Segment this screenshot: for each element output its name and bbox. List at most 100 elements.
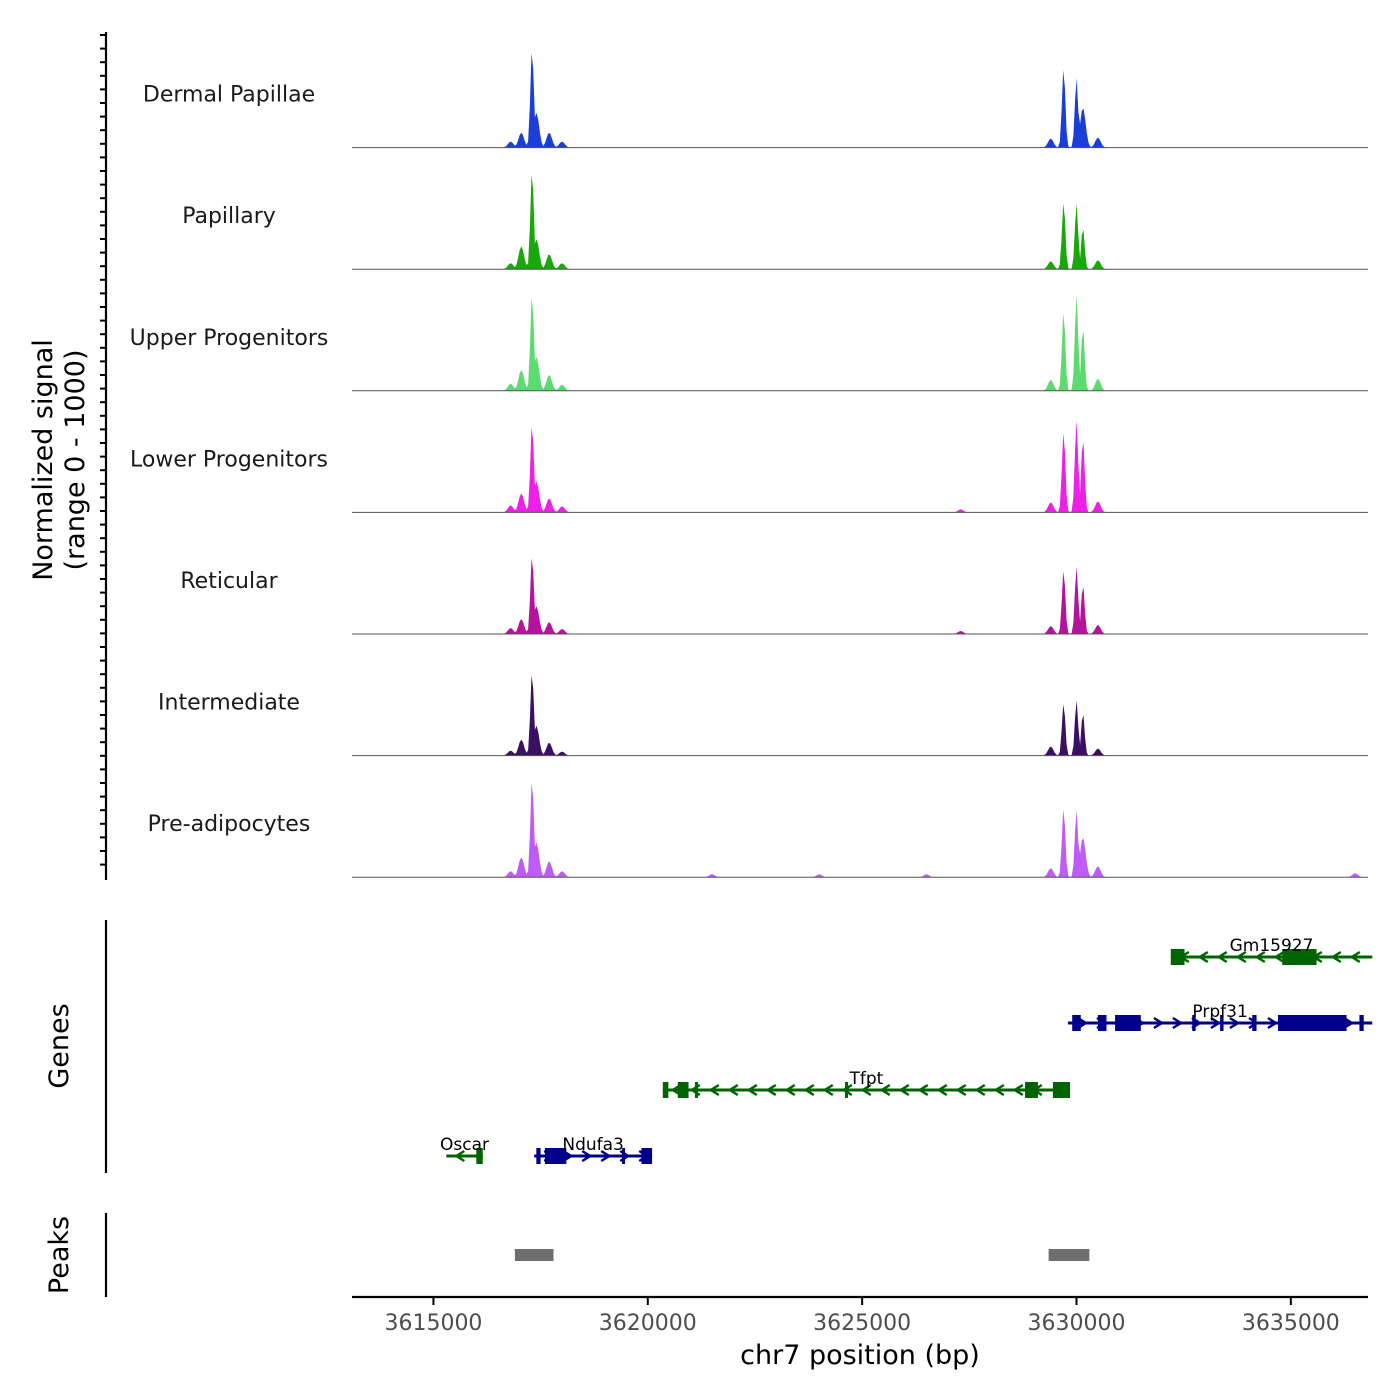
strand-arrow — [917, 1083, 929, 1097]
peaks-panel-label: Peaks — [44, 1216, 75, 1294]
strand-arrow — [1153, 1016, 1165, 1030]
strand-arrow — [1210, 1016, 1222, 1030]
gene-exon — [1170, 949, 1185, 965]
strand-arrow — [955, 1083, 967, 1097]
coverage-track: Dermal Papillae — [143, 53, 1368, 149]
gene-exon — [544, 1148, 567, 1164]
strand-arrow — [1012, 1083, 1024, 1097]
strand-arrow — [453, 1149, 465, 1163]
genes-panel: Genes Gm15927 Prpf31 Tfpt Oscar Ndufa3 — [44, 920, 1373, 1173]
gene-model: Tfpt — [662, 1069, 1071, 1098]
strand-arrow — [1229, 1016, 1241, 1030]
gene-label: Tfpt — [849, 1069, 884, 1089]
gene-exon — [1025, 1082, 1038, 1098]
track-label: Papillary — [182, 204, 276, 229]
strand-arrow — [1216, 950, 1228, 964]
strand-arrow — [765, 1083, 777, 1097]
strand-arrow — [974, 1083, 986, 1097]
strand-arrow — [936, 1083, 948, 1097]
gene-exon — [476, 1148, 483, 1164]
strand-arrow — [746, 1083, 758, 1097]
gene-model: Oscar — [440, 1135, 489, 1164]
coverage-track: Reticular — [180, 558, 1368, 635]
gene-label: Prpf31 — [1192, 1002, 1247, 1022]
strand-arrow — [1197, 950, 1209, 964]
peaks-panel: Peaks — [44, 1213, 1090, 1297]
x-axis: 3615000 3620000 3625000 3630000 3635000 chr7… — [352, 1295, 1368, 1371]
coverage-track: Lower Progenitors — [130, 420, 1368, 513]
strand-arrow — [1248, 1016, 1260, 1030]
x-tick-label: 3635000 — [1242, 1311, 1340, 1336]
gene-exon — [1072, 1015, 1081, 1031]
gene-model: Prpf31 — [1067, 1002, 1373, 1031]
genes-panel-label: Genes — [44, 1003, 75, 1088]
x-tick-label: 3630000 — [1027, 1311, 1125, 1336]
gene-exon — [536, 1148, 541, 1164]
gene-exon — [1097, 1015, 1107, 1031]
peak-region-bar — [1048, 1249, 1090, 1261]
strand-arrow — [1349, 950, 1361, 964]
gene-label: Gm15927 — [1230, 936, 1314, 956]
strand-arrow — [708, 1083, 720, 1097]
coverage-tracks: Dermal Papillae Papillary Upper Progenitor… — [130, 53, 1368, 878]
strand-arrow — [1235, 950, 1247, 964]
strand-arrow — [841, 1083, 853, 1097]
coverage-panel: Normalized signal (range 0 - 1000) Derma… — [28, 32, 1368, 880]
strand-arrow — [784, 1083, 796, 1097]
gene-exon — [1220, 1015, 1224, 1031]
strand-arrow — [803, 1083, 815, 1097]
gene-exon — [662, 1082, 669, 1098]
x-tick-label: 3625000 — [813, 1311, 911, 1336]
x-tick-label: 3620000 — [599, 1311, 697, 1336]
track-label: Intermediate — [158, 691, 300, 716]
gene-label: Ndufa3 — [562, 1135, 624, 1155]
track-label: Lower Progenitors — [130, 447, 328, 472]
gene-exon — [1052, 1082, 1071, 1098]
coverage-y-label-line1: Normalized signal — [28, 339, 59, 581]
strand-arrow — [1172, 1016, 1184, 1030]
peak-regions — [514, 1249, 1090, 1261]
strand-arrow — [581, 1149, 593, 1163]
gene-exon — [641, 1148, 653, 1164]
strand-arrow — [993, 1083, 1005, 1097]
gene-exon — [844, 1082, 848, 1098]
strand-arrow — [1273, 950, 1285, 964]
strand-arrow — [1254, 950, 1266, 964]
strand-arrow — [860, 1083, 872, 1097]
strand-arrow — [879, 1083, 891, 1097]
track-label: Upper Progenitors — [130, 326, 329, 351]
coverage-y-ticks — [100, 34, 106, 866]
gene-label: Oscar — [440, 1135, 489, 1155]
strand-arrow — [1343, 1016, 1355, 1030]
coverage-track: Intermediate — [158, 675, 1368, 757]
gene-models: Gm15927 Prpf31 Tfpt Oscar Ndufa3 — [440, 936, 1373, 1164]
gene-exon — [1359, 1015, 1364, 1031]
x-tick-label: 3615000 — [384, 1311, 482, 1336]
gene-exon — [1192, 1015, 1196, 1031]
gene-exon — [1282, 949, 1317, 965]
coverage-track: Pre-adipocytes — [148, 782, 1368, 878]
strand-arrow — [898, 1083, 910, 1097]
strand-arrow — [822, 1083, 834, 1097]
strand-arrow — [1267, 1016, 1279, 1030]
x-axis-title: chr7 position (bp) — [740, 1340, 980, 1371]
gene-exon — [1277, 1015, 1347, 1031]
gene-model: Ndufa3 — [534, 1135, 653, 1164]
track-label: Pre-adipocytes — [148, 812, 311, 837]
gene-exon — [1252, 1015, 1257, 1031]
strand-arrow — [1330, 950, 1342, 964]
track-label: Dermal Papillae — [143, 83, 315, 108]
gene-exon — [622, 1148, 626, 1164]
gene-model: Gm15927 — [1170, 936, 1373, 965]
gene-exon — [677, 1082, 689, 1098]
x-axis-ticks: 3615000 3620000 3625000 3630000 3635000 — [384, 1297, 1340, 1336]
peak-region-bar — [514, 1249, 554, 1261]
strand-arrow — [727, 1083, 739, 1097]
coverage-track: Upper Progenitors — [130, 294, 1368, 392]
gene-exon — [1115, 1015, 1141, 1031]
coverage-y-label-line2: (range 0 - 1000) — [60, 350, 91, 571]
gene-exon — [694, 1082, 698, 1098]
track-label: Reticular — [180, 569, 278, 594]
